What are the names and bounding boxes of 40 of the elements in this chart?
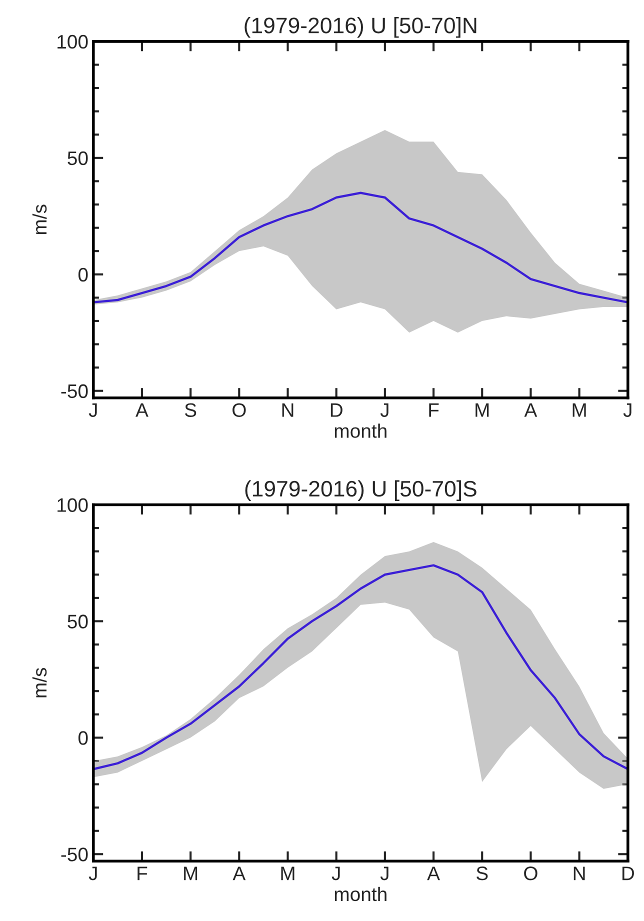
x-tick-label: O [232, 403, 246, 417]
y-tick-label: 100 [58, 34, 88, 49]
x-tick-label: M [572, 403, 586, 417]
y-tick-label: 50 [68, 614, 88, 628]
x-tick-label: J [88, 403, 97, 417]
y-tick-label: 50 [68, 151, 88, 166]
x-tick-label: D [330, 403, 342, 417]
line-series [93, 192, 628, 304]
chart-title: (1979-2016) U [50-70]S [245, 480, 476, 502]
y-tick-label: 100 [58, 498, 88, 512]
x-tick-label: J [332, 866, 340, 880]
x-tick-label: S [476, 866, 488, 880]
x-tick-label: O [524, 866, 538, 880]
y-tick-label: 0 [78, 268, 88, 282]
y-tick-label: -50 [61, 384, 88, 398]
x-tick-label: S [184, 403, 196, 417]
y-tick-label: 0 [78, 731, 88, 745]
x-tick-label: F [138, 866, 148, 880]
chart-title: (1979-2016) U [50-70]N [244, 17, 476, 38]
x-tick-label: N [282, 403, 294, 417]
x-tick-label: J [88, 866, 97, 880]
x-tick-label: J [380, 403, 388, 417]
x-tick-label: N [574, 866, 585, 880]
x-tick-label: D [622, 866, 634, 880]
x-tick-label: A [232, 866, 246, 880]
x-tick-label: M [281, 866, 294, 880]
y-axis-title: m/s [32, 204, 47, 234]
x-tick-label: A [136, 403, 148, 417]
x-tick-label: M [476, 403, 489, 417]
line-series [93, 564, 628, 770]
x-tick-label: J [623, 403, 632, 417]
x-tick-label: F [429, 403, 439, 417]
x-axis-title: month [334, 886, 386, 902]
x-axis-title: month [334, 424, 386, 438]
x-tick-label: A [524, 403, 538, 417]
x-tick-label: M [184, 866, 198, 880]
y-tick-label: -50 [61, 848, 88, 862]
x-tick-label: A [427, 866, 440, 880]
y-axis-title: m/s [32, 668, 47, 698]
x-tick-label: J [380, 866, 388, 880]
